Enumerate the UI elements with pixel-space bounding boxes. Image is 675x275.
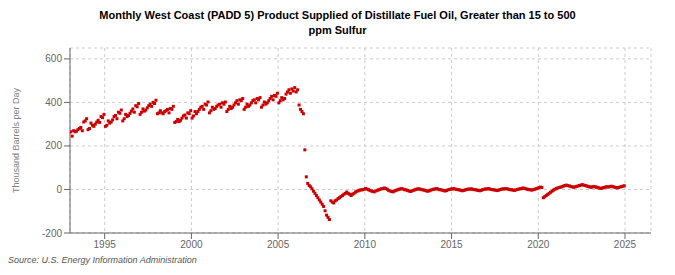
html-text:Source: U.S. Energy Informatio: Source: U.S. Energy Information Administ… xyxy=(8,255,197,265)
html-text:Monthly West Coast (PADD 5) Pr: Monthly West Coast (PADD 5) Product Supp… xyxy=(99,9,576,21)
svg-text:2015: 2015 xyxy=(440,239,463,250)
svg-text:Thousand Barrels per Day: Thousand Barrels per Day xyxy=(11,87,21,193)
svg-text:600: 600 xyxy=(45,53,62,64)
svg-text:-200: -200 xyxy=(42,228,62,239)
svg-text:0: 0 xyxy=(56,184,62,195)
html-text:ppm Sulfur: ppm Sulfur xyxy=(308,24,367,36)
svg-text:200: 200 xyxy=(45,140,62,151)
svg-text:2000: 2000 xyxy=(180,239,203,250)
svg-text:2010: 2010 xyxy=(354,239,377,250)
svg-text:2020: 2020 xyxy=(527,239,550,250)
svg-text:1995: 1995 xyxy=(94,239,117,250)
svg-text:400: 400 xyxy=(45,97,62,108)
svg-text:2005: 2005 xyxy=(267,239,290,250)
svg-text:2025: 2025 xyxy=(614,239,637,250)
